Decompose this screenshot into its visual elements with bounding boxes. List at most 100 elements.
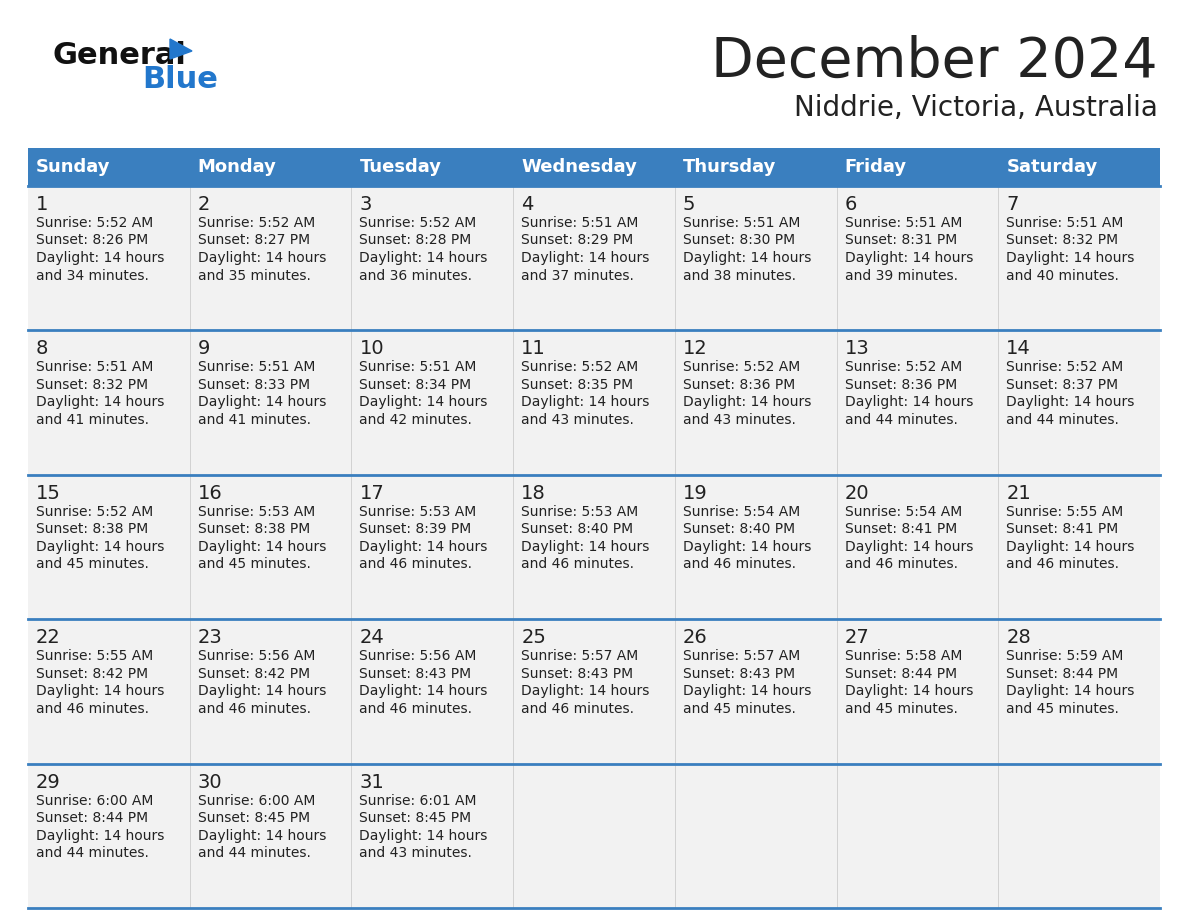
Text: Sunset: 8:31 PM: Sunset: 8:31 PM — [845, 233, 956, 248]
Text: Sunrise: 5:52 AM: Sunrise: 5:52 AM — [522, 361, 638, 375]
Text: 15: 15 — [36, 484, 61, 503]
Text: 22: 22 — [36, 628, 61, 647]
Text: and 43 minutes.: and 43 minutes. — [683, 413, 796, 427]
Text: Sunrise: 5:57 AM: Sunrise: 5:57 AM — [683, 649, 800, 663]
Polygon shape — [170, 39, 192, 59]
Text: Sunrise: 5:56 AM: Sunrise: 5:56 AM — [197, 649, 315, 663]
Text: Daylight: 14 hours: Daylight: 14 hours — [360, 829, 488, 843]
Text: 20: 20 — [845, 484, 870, 503]
Text: Sunset: 8:42 PM: Sunset: 8:42 PM — [197, 666, 310, 681]
Text: Sunset: 8:43 PM: Sunset: 8:43 PM — [683, 666, 795, 681]
Text: Sunrise: 5:51 AM: Sunrise: 5:51 AM — [845, 216, 962, 230]
Text: Friday: Friday — [845, 158, 906, 176]
Text: Daylight: 14 hours: Daylight: 14 hours — [36, 829, 164, 843]
Text: Daylight: 14 hours: Daylight: 14 hours — [845, 684, 973, 699]
Text: and 44 minutes.: and 44 minutes. — [36, 846, 148, 860]
Text: 21: 21 — [1006, 484, 1031, 503]
Text: Sunrise: 5:51 AM: Sunrise: 5:51 AM — [36, 361, 153, 375]
Text: Sunrise: 5:55 AM: Sunrise: 5:55 AM — [1006, 505, 1124, 519]
Text: Sunset: 8:44 PM: Sunset: 8:44 PM — [1006, 666, 1118, 681]
Text: 25: 25 — [522, 628, 546, 647]
Text: Daylight: 14 hours: Daylight: 14 hours — [1006, 396, 1135, 409]
Text: 11: 11 — [522, 340, 546, 358]
Text: Sunset: 8:43 PM: Sunset: 8:43 PM — [522, 666, 633, 681]
Text: and 46 minutes.: and 46 minutes. — [36, 701, 148, 716]
Bar — [29, 620, 1159, 764]
Text: Daylight: 14 hours: Daylight: 14 hours — [360, 540, 488, 554]
Text: Sunrise: 5:52 AM: Sunrise: 5:52 AM — [845, 361, 962, 375]
Text: Sunrise: 5:52 AM: Sunrise: 5:52 AM — [1006, 361, 1124, 375]
Text: Daylight: 14 hours: Daylight: 14 hours — [36, 251, 164, 265]
Text: Sunset: 8:38 PM: Sunset: 8:38 PM — [197, 522, 310, 536]
Text: 9: 9 — [197, 340, 210, 358]
Text: Sunset: 8:35 PM: Sunset: 8:35 PM — [522, 378, 633, 392]
Text: Daylight: 14 hours: Daylight: 14 hours — [197, 396, 326, 409]
Text: 23: 23 — [197, 628, 222, 647]
Text: Daylight: 14 hours: Daylight: 14 hours — [845, 251, 973, 265]
Text: 24: 24 — [360, 628, 384, 647]
Text: Daylight: 14 hours: Daylight: 14 hours — [197, 540, 326, 554]
Text: Tuesday: Tuesday — [360, 158, 442, 176]
Text: and 46 minutes.: and 46 minutes. — [360, 557, 473, 571]
Text: Sunset: 8:32 PM: Sunset: 8:32 PM — [1006, 233, 1118, 248]
Text: and 46 minutes.: and 46 minutes. — [522, 557, 634, 571]
Text: and 43 minutes.: and 43 minutes. — [360, 846, 473, 860]
Text: Sunrise: 5:51 AM: Sunrise: 5:51 AM — [522, 216, 638, 230]
Text: 27: 27 — [845, 628, 870, 647]
Text: Sunset: 8:40 PM: Sunset: 8:40 PM — [683, 522, 795, 536]
Text: and 44 minutes.: and 44 minutes. — [845, 413, 958, 427]
Text: Daylight: 14 hours: Daylight: 14 hours — [522, 540, 650, 554]
Text: 12: 12 — [683, 340, 708, 358]
Text: Sunset: 8:26 PM: Sunset: 8:26 PM — [36, 233, 148, 248]
Text: Sunset: 8:30 PM: Sunset: 8:30 PM — [683, 233, 795, 248]
Text: Daylight: 14 hours: Daylight: 14 hours — [360, 251, 488, 265]
Text: Daylight: 14 hours: Daylight: 14 hours — [36, 540, 164, 554]
Text: and 37 minutes.: and 37 minutes. — [522, 268, 634, 283]
Text: Daylight: 14 hours: Daylight: 14 hours — [683, 251, 811, 265]
Text: Sunset: 8:42 PM: Sunset: 8:42 PM — [36, 666, 148, 681]
Text: and 41 minutes.: and 41 minutes. — [36, 413, 148, 427]
Text: Sunrise: 6:00 AM: Sunrise: 6:00 AM — [36, 793, 153, 808]
Text: and 39 minutes.: and 39 minutes. — [845, 268, 958, 283]
Text: Sunday: Sunday — [36, 158, 110, 176]
Text: Daylight: 14 hours: Daylight: 14 hours — [197, 251, 326, 265]
Text: Daylight: 14 hours: Daylight: 14 hours — [683, 540, 811, 554]
Text: Sunset: 8:28 PM: Sunset: 8:28 PM — [360, 233, 472, 248]
Text: Daylight: 14 hours: Daylight: 14 hours — [360, 684, 488, 699]
Text: Sunset: 8:44 PM: Sunset: 8:44 PM — [36, 812, 148, 825]
Text: December 2024: December 2024 — [712, 35, 1158, 89]
Text: 3: 3 — [360, 195, 372, 214]
Text: 6: 6 — [845, 195, 857, 214]
Text: 2: 2 — [197, 195, 210, 214]
Text: 18: 18 — [522, 484, 546, 503]
Text: Sunset: 8:38 PM: Sunset: 8:38 PM — [36, 522, 148, 536]
Text: Sunrise: 5:53 AM: Sunrise: 5:53 AM — [522, 505, 638, 519]
Text: and 45 minutes.: and 45 minutes. — [1006, 701, 1119, 716]
Text: Daylight: 14 hours: Daylight: 14 hours — [36, 684, 164, 699]
Text: Sunrise: 5:51 AM: Sunrise: 5:51 AM — [1006, 216, 1124, 230]
Text: Sunrise: 5:54 AM: Sunrise: 5:54 AM — [845, 505, 962, 519]
Text: Sunrise: 5:55 AM: Sunrise: 5:55 AM — [36, 649, 153, 663]
Text: Sunset: 8:36 PM: Sunset: 8:36 PM — [683, 378, 795, 392]
Text: Sunrise: 5:51 AM: Sunrise: 5:51 AM — [197, 361, 315, 375]
Text: Sunset: 8:29 PM: Sunset: 8:29 PM — [522, 233, 633, 248]
Text: Daylight: 14 hours: Daylight: 14 hours — [36, 396, 164, 409]
Text: and 42 minutes.: and 42 minutes. — [360, 413, 473, 427]
Text: 7: 7 — [1006, 195, 1018, 214]
Text: General: General — [52, 40, 185, 70]
Text: Daylight: 14 hours: Daylight: 14 hours — [522, 684, 650, 699]
Text: 16: 16 — [197, 484, 222, 503]
Text: Daylight: 14 hours: Daylight: 14 hours — [522, 396, 650, 409]
Text: Sunset: 8:44 PM: Sunset: 8:44 PM — [845, 666, 956, 681]
Text: and 41 minutes.: and 41 minutes. — [197, 413, 311, 427]
Text: Daylight: 14 hours: Daylight: 14 hours — [522, 251, 650, 265]
Text: Sunrise: 5:51 AM: Sunrise: 5:51 AM — [360, 361, 476, 375]
Bar — [29, 764, 1159, 908]
Text: Sunset: 8:39 PM: Sunset: 8:39 PM — [360, 522, 472, 536]
Text: Sunrise: 6:01 AM: Sunrise: 6:01 AM — [360, 793, 476, 808]
Text: and 46 minutes.: and 46 minutes. — [845, 557, 958, 571]
Text: Daylight: 14 hours: Daylight: 14 hours — [197, 829, 326, 843]
Text: Niddrie, Victoria, Australia: Niddrie, Victoria, Australia — [794, 94, 1158, 122]
Text: 19: 19 — [683, 484, 708, 503]
Text: 30: 30 — [197, 773, 222, 791]
